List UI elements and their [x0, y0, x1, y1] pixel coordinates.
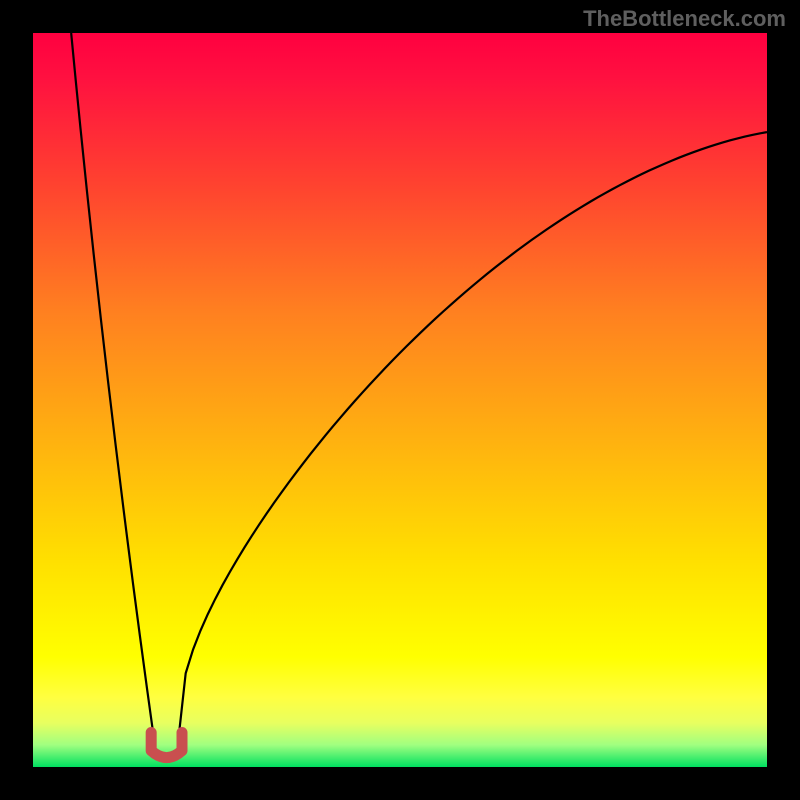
chart-frame: TheBottleneck.com [0, 0, 800, 800]
attribution-label: TheBottleneck.com [583, 6, 786, 31]
attribution-text: TheBottleneck.com [583, 6, 786, 32]
bottleneck-chart [0, 0, 800, 800]
